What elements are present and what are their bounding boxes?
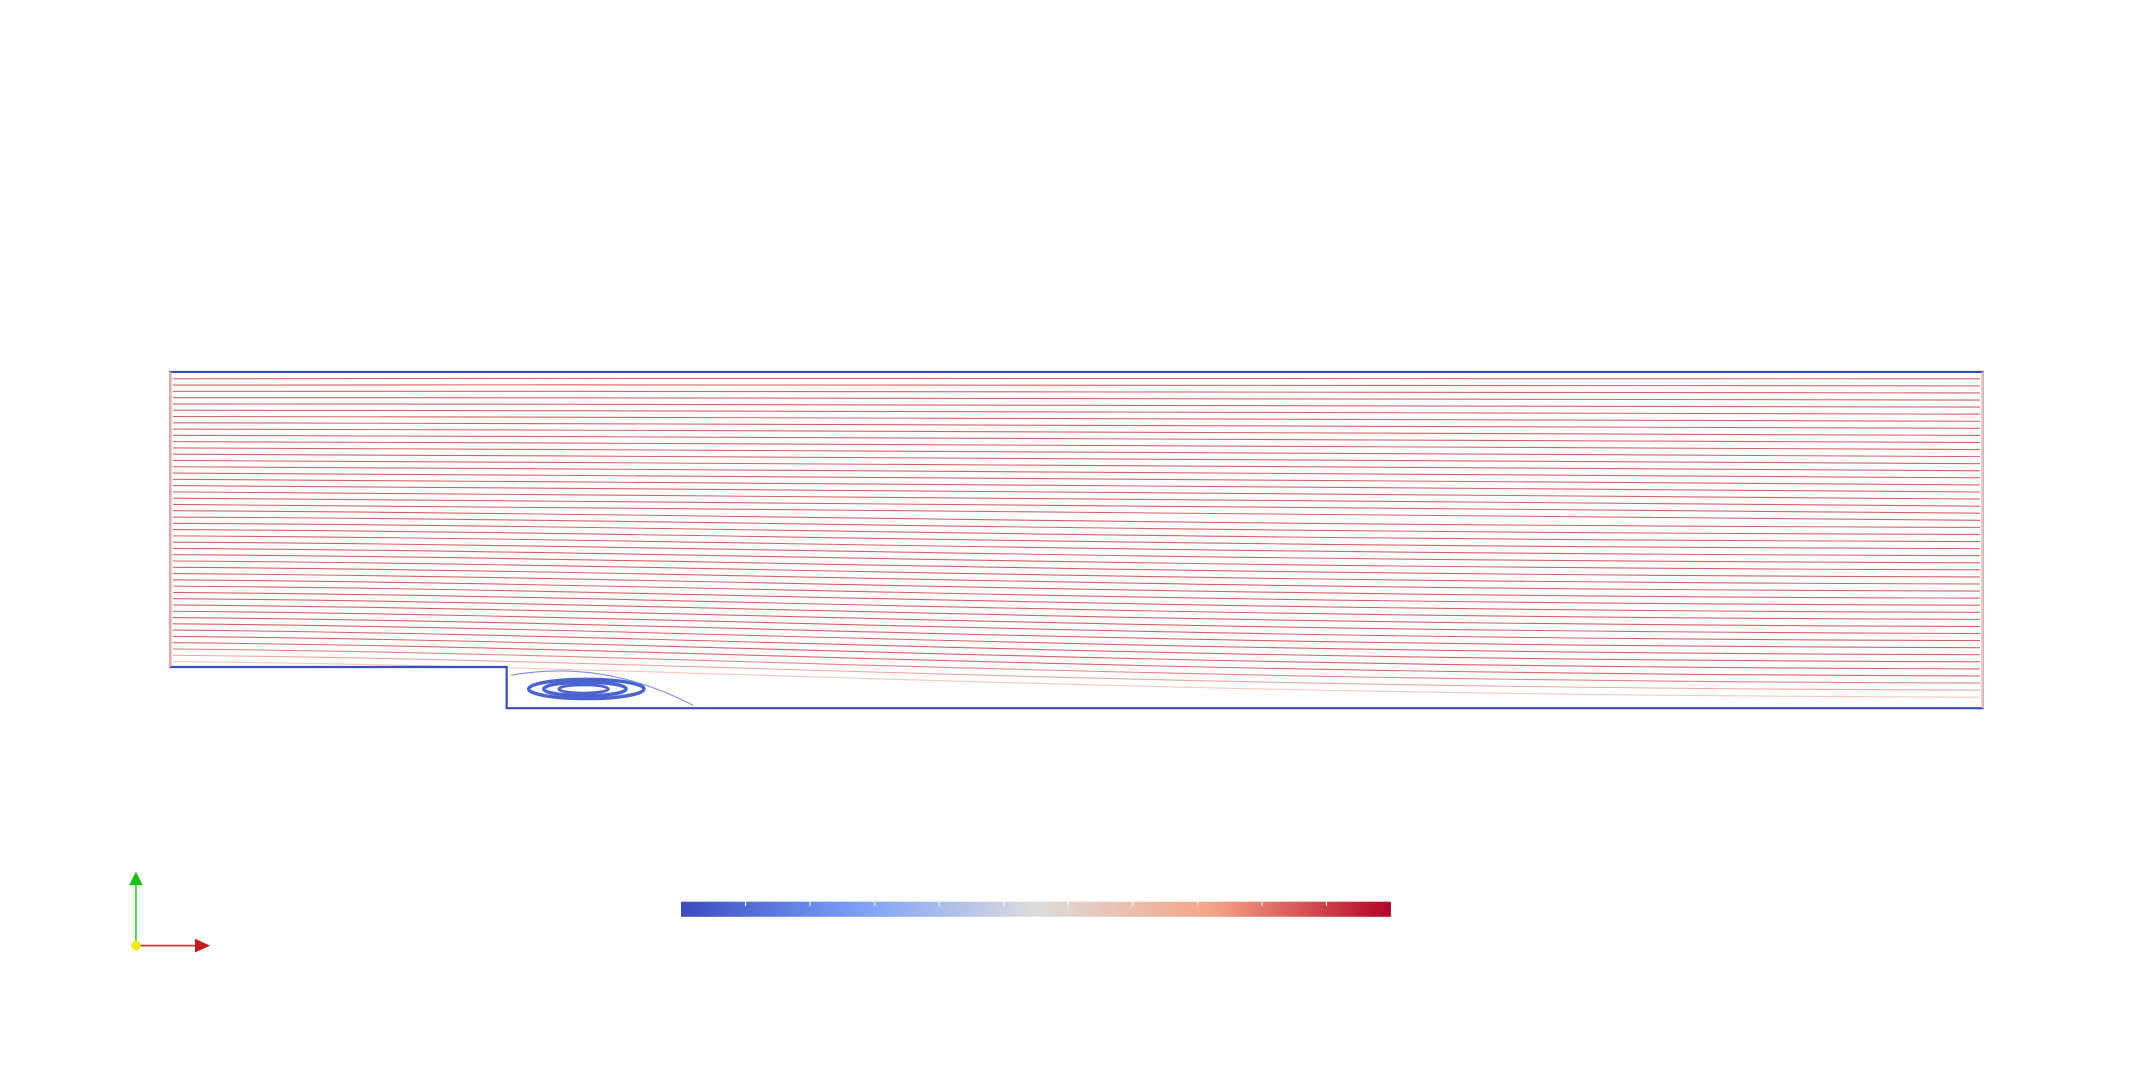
streamline (173, 415, 1980, 422)
vortex-ring (526, 677, 646, 701)
streamline (173, 428, 1980, 436)
streamline (173, 573, 1980, 599)
streamline (173, 441, 1980, 451)
streamline (173, 610, 1980, 642)
streamline (173, 585, 1980, 613)
streamline (173, 409, 1980, 415)
streamline (173, 629, 1980, 663)
streamlines (173, 377, 1980, 698)
streamline (173, 535, 1980, 557)
y-arrow (129, 871, 143, 886)
streamline (173, 598, 1980, 627)
x-arrow (194, 938, 211, 953)
color-bar (681, 901, 1391, 917)
vortex-ring (542, 680, 628, 698)
vortex-ring (557, 683, 610, 695)
streamline (173, 383, 1980, 387)
streamline (173, 472, 1980, 486)
streamline (173, 591, 1980, 620)
streamline (173, 510, 1980, 528)
streamline (173, 485, 1980, 500)
streamline (173, 560, 1980, 585)
streamline (173, 579, 1980, 606)
streamline (173, 516, 1980, 536)
streamline (173, 422, 1980, 429)
streamline (173, 390, 1980, 394)
streamline (173, 660, 1980, 698)
streamline (173, 491, 1980, 507)
streamline (173, 466, 1980, 479)
vortex-boundary (510, 670, 694, 706)
streamline (173, 434, 1980, 444)
streamline (173, 654, 1980, 691)
streamline (173, 478, 1980, 493)
streamline (173, 377, 1980, 380)
streamline (173, 616, 1980, 649)
axes-triad (129, 871, 211, 953)
streamline (173, 623, 1980, 656)
vortex (510, 670, 694, 706)
streamline (173, 403, 1980, 408)
streamline (173, 522, 1980, 543)
streamline (173, 566, 1980, 592)
streamline (173, 497, 1980, 514)
streamline (173, 635, 1980, 670)
streamline (173, 541, 1980, 564)
streamline (173, 397, 1980, 401)
streamline (173, 547, 1980, 571)
streamline (173, 554, 1980, 578)
streamline (173, 642, 1980, 677)
color-bar-ticks (745, 901, 1327, 906)
streamline (173, 648, 1980, 684)
z-axis (131, 940, 141, 951)
streamline (173, 604, 1980, 635)
streamline (173, 529, 1980, 550)
